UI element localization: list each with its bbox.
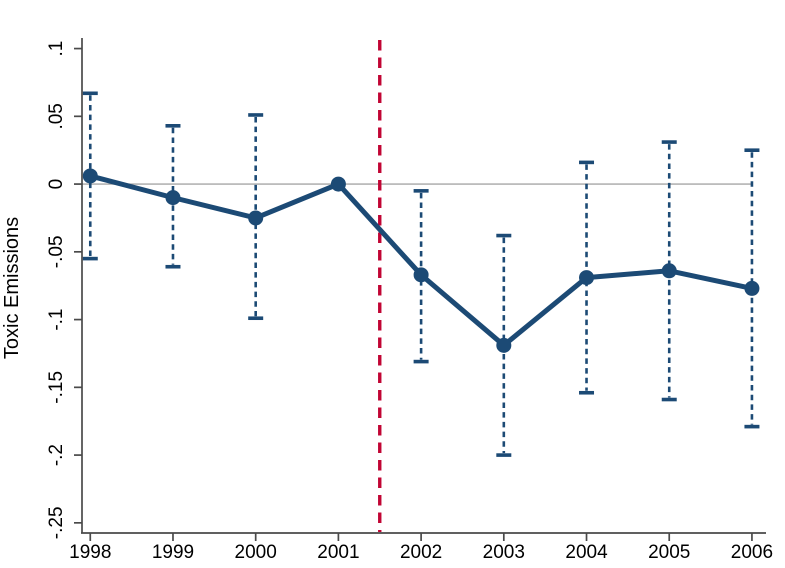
x-tick-label-2005: 2005 (648, 542, 690, 563)
y-tick-label-.05: .05 (46, 103, 67, 129)
y-tick-label-0: 0 (46, 179, 67, 190)
data-point-2001 (330, 176, 346, 192)
y-tick-label-.1: .1 (46, 41, 67, 57)
x-tick-label-2004: 2004 (565, 542, 608, 563)
x-tick-label-2003: 2003 (483, 542, 525, 563)
y-axis-title: Toxic Emissions (1, 217, 23, 359)
x-tick-label-2001: 2001 (317, 542, 359, 563)
data-point-2006 (744, 280, 760, 296)
y-tick-label--.25: -.25 (46, 506, 67, 539)
x-tick-label-2006: 2006 (731, 542, 773, 563)
data-point-2004 (579, 270, 595, 286)
y-tick-label--.05: -.05 (46, 235, 67, 268)
y-tick-label--.2: -.2 (46, 444, 67, 466)
data-point-2005 (661, 263, 677, 279)
y-tick-label--.15: -.15 (46, 371, 67, 404)
data-point-2000 (248, 210, 264, 226)
data-point-2002 (413, 267, 429, 283)
x-tick-label-1999: 1999 (152, 542, 194, 563)
y-tick-label--.1: -.1 (46, 308, 67, 330)
data-point-1999 (165, 190, 181, 206)
data-point-1998 (82, 168, 98, 184)
data-point-2003 (496, 337, 512, 353)
x-tick-label-2000: 2000 (235, 542, 277, 563)
x-tick-label-1998: 1998 (69, 542, 111, 563)
x-tick-label-2002: 2002 (400, 542, 442, 563)
